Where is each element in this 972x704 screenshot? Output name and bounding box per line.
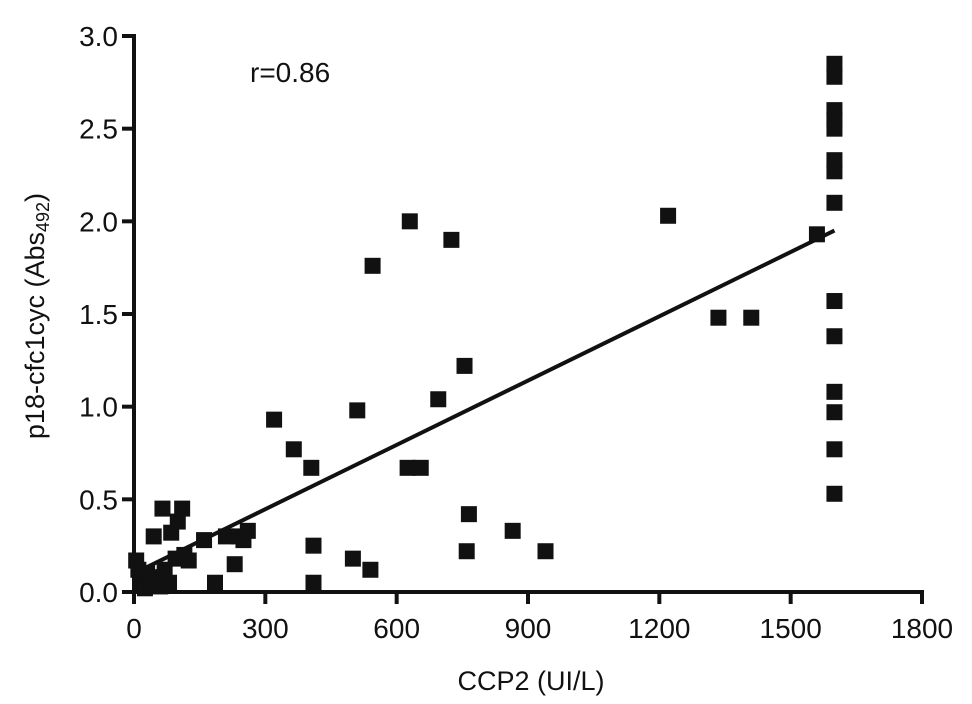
data-point — [399, 459, 416, 476]
data-point — [458, 543, 475, 560]
y-axis-title-subscript: 492 — [33, 202, 53, 232]
data-point — [826, 485, 843, 502]
data-point — [285, 441, 302, 458]
data-point — [430, 391, 447, 408]
data-point — [826, 441, 843, 458]
regression-line — [133, 228, 836, 576]
y-axis-title: p18-cfc1cyc (Abs492) — [20, 193, 53, 439]
data-point — [710, 309, 727, 326]
data-point — [362, 561, 379, 578]
data-point — [743, 309, 760, 326]
y-tick-label: 1.5 — [79, 299, 118, 330]
data-points — [128, 55, 843, 597]
data-point — [826, 328, 843, 345]
data-point — [180, 552, 197, 569]
x-tick-label: 1200 — [628, 613, 690, 644]
data-point — [154, 500, 171, 517]
x-tick-label: 300 — [242, 613, 289, 644]
data-point — [826, 163, 843, 180]
data-point — [305, 574, 322, 591]
data-point — [226, 556, 243, 573]
data-point — [660, 207, 677, 224]
data-point — [456, 357, 473, 374]
data-point — [826, 383, 843, 400]
correlation-annotation: r=0.86 — [250, 57, 330, 88]
y-tick-label: 2.5 — [79, 114, 118, 145]
data-point — [344, 550, 361, 567]
data-point — [504, 522, 521, 539]
y-axis-title-close: ) — [20, 193, 50, 202]
y-tick-label: 3.0 — [79, 21, 118, 52]
data-point — [826, 68, 843, 85]
data-point — [537, 543, 554, 560]
data-point — [460, 506, 477, 523]
x-axis-title: CCP2 (UI/L) — [457, 666, 604, 696]
y-tick-label: 0.0 — [79, 577, 118, 608]
data-point — [443, 231, 460, 248]
data-point — [169, 513, 186, 530]
data-point — [305, 537, 322, 554]
data-point — [349, 402, 366, 419]
y-axis-title-main: p18-cfc1cyc (Abs — [20, 232, 50, 439]
y-tick-label: 2.0 — [79, 206, 118, 237]
data-point — [364, 257, 381, 274]
data-point — [174, 500, 191, 517]
data-point — [145, 528, 162, 545]
y-tick-label: 1.0 — [79, 392, 118, 423]
data-point — [826, 293, 843, 310]
data-point — [266, 411, 283, 428]
data-point — [239, 522, 256, 539]
x-ticks: 0 300 600 900 1200 1500 1800 — [126, 592, 953, 644]
data-point — [826, 404, 843, 421]
data-point — [161, 574, 178, 591]
data-point — [826, 120, 843, 137]
x-tick-label: 1800 — [891, 613, 953, 644]
data-point — [412, 459, 429, 476]
x-tick-label: 1500 — [760, 613, 822, 644]
data-point — [303, 459, 320, 476]
data-point — [401, 213, 418, 230]
y-tick-label: 0.5 — [79, 484, 118, 515]
data-point — [206, 574, 223, 591]
data-point — [826, 55, 843, 72]
x-tick-label: 600 — [373, 613, 420, 644]
x-tick-label: 0 — [126, 613, 142, 644]
x-tick-label: 900 — [505, 613, 552, 644]
data-point — [826, 194, 843, 211]
axes — [132, 34, 924, 594]
y-ticks: 0.0 0.5 1.0 1.5 2.0 2.5 3.0 — [79, 21, 134, 608]
